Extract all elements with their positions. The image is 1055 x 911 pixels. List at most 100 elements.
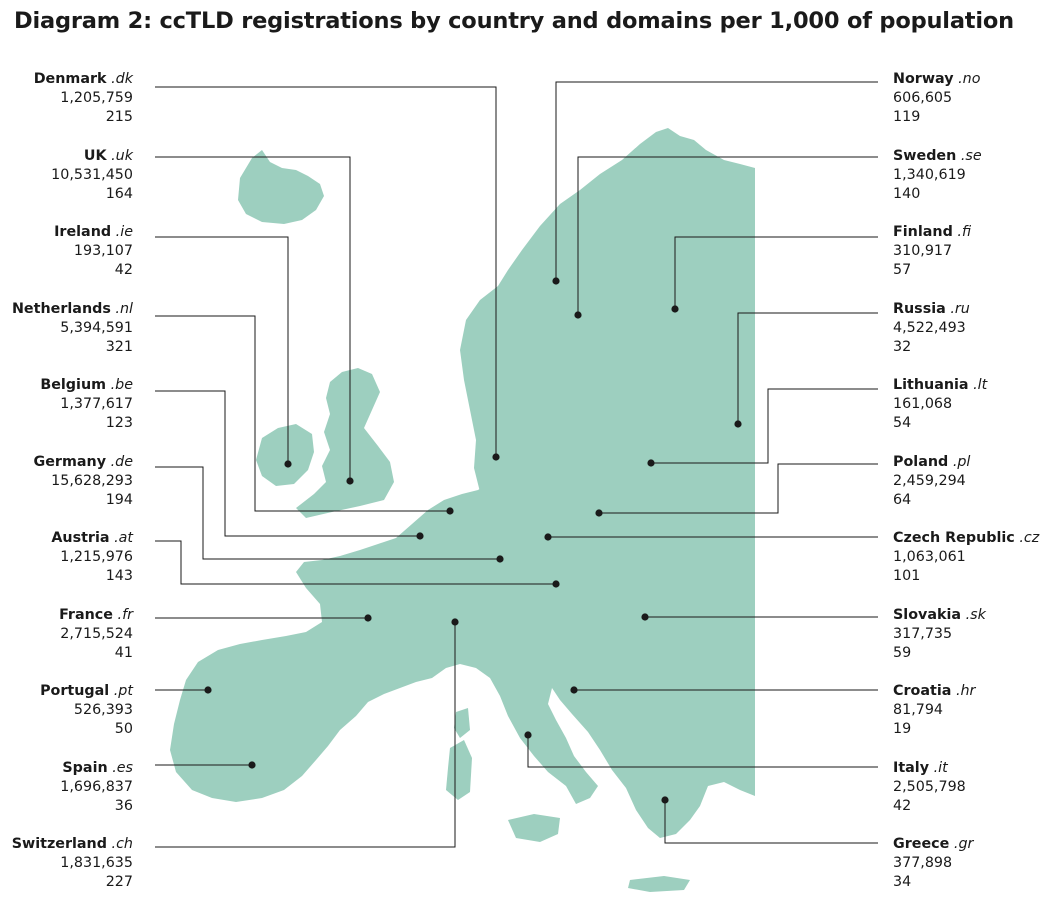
crete-landmass (628, 876, 690, 892)
registrations-count: 317,735 (893, 625, 953, 642)
leader-line-denmark (155, 86, 497, 457)
location-dot-poland (595, 509, 603, 517)
sardinia-landmass (446, 740, 472, 800)
domains-per-1000: 42 (893, 797, 912, 814)
country-tld: .cz (1019, 530, 1040, 546)
country-heading: Belgium .be (40, 376, 133, 395)
domains-per-1000: 227 (105, 874, 133, 890)
leader-line-netherlands (155, 315, 450, 512)
country-name: Russia (893, 300, 946, 317)
country-tld: .ie (115, 224, 133, 240)
country-name: Germany (33, 453, 107, 470)
registrations-count: 2,715,524 (60, 625, 133, 642)
country-name: Spain (62, 759, 108, 776)
leader-line-lithuania (651, 388, 878, 464)
country-label-france: France .fr 2,715,524 41 (59, 606, 133, 663)
country-label-belgium: Belgium .be 1,377,617 123 (40, 376, 133, 433)
location-dot-switzerland (451, 618, 459, 626)
country-tld: .at (114, 530, 133, 546)
country-name: Netherlands (11, 300, 111, 317)
country-tld: .fr (117, 606, 133, 623)
country-name: Portugal (40, 683, 110, 699)
country-label-austria: Austria .at 1,215,976 143 (51, 529, 133, 586)
country-label-czech-republic: Czech Republic .cz 1,063,061 101 (893, 529, 1039, 586)
domains-per-1000: 59 (893, 644, 912, 661)
registrations-count: 1,696,837 (60, 778, 133, 795)
country-heading: Ireland .ie (54, 223, 133, 242)
iceland-landmass (238, 150, 324, 224)
country-label-norway: Norway .no 606,605 119 (893, 70, 980, 127)
domains-per-1000: 34 (893, 874, 912, 890)
country-label-russia: Russia .ru 4,522,493 32 (893, 300, 970, 357)
country-label-slovakia: Slovakia .sk 317,735 59 (893, 606, 986, 663)
country-label-finland: Finland .fi 310,917 57 (893, 223, 971, 280)
registrations-count: 310,917 (893, 243, 953, 259)
country-tld: .dk (111, 71, 133, 87)
country-heading: Slovakia .sk (893, 606, 986, 625)
country-label-italy: Italy .it 2,505,798 42 (893, 759, 966, 816)
country-heading: UK .uk (51, 147, 133, 166)
country-name: Slovakia (893, 606, 962, 623)
country-tld: .no (958, 71, 981, 87)
country-heading: Italy .it (893, 759, 966, 778)
country-name: Denmark (33, 71, 107, 87)
leader-line-finland (674, 236, 878, 309)
country-tld: .it (933, 759, 948, 776)
leader-line-austria (155, 540, 556, 585)
location-dot-spain (248, 761, 256, 769)
country-heading: Germany .de (34, 453, 134, 472)
leader-line-belgium (155, 390, 420, 537)
country-heading: Sweden .se (893, 147, 982, 166)
location-dot-finland (671, 305, 679, 313)
country-label-germany: Germany .de 15,628,293 194 (34, 453, 134, 510)
country-heading: Croatia .hr (893, 682, 975, 701)
country-name: Greece (893, 836, 950, 852)
country-tld: .hr (955, 683, 976, 699)
country-tld: .sk (965, 606, 986, 623)
registrations-count: 81,794 (893, 702, 944, 718)
country-tld: .pl (952, 453, 971, 470)
country-name: Switzerland (11, 836, 107, 852)
location-dot-croatia (570, 686, 578, 694)
country-tld: .es (112, 759, 133, 776)
country-name: Poland (893, 453, 949, 470)
domains-per-1000: 140 (893, 185, 921, 202)
country-heading: France .fr (59, 606, 133, 625)
registrations-count: 1,205,759 (60, 90, 133, 106)
location-dot-norway (552, 277, 560, 285)
corsica-landmass (454, 708, 470, 738)
country-label-switzerland: Switzerland .ch 1,831,635 227 (12, 835, 133, 892)
domains-per-1000: 54 (893, 415, 912, 431)
location-dot-belgium (416, 532, 424, 540)
country-tld: .lt (973, 377, 988, 393)
location-dot-russia (734, 420, 742, 428)
great-britain-landmass (296, 368, 394, 518)
location-dot-ireland (284, 460, 292, 468)
registrations-count: 2,505,798 (893, 778, 966, 795)
country-heading: Netherlands .nl (12, 300, 133, 319)
domains-per-1000: 143 (105, 568, 133, 584)
location-dot-italy (524, 731, 532, 739)
registrations-count: 606,605 (893, 90, 953, 106)
registrations-count: 10,531,450 (51, 166, 133, 183)
leader-line-sweden (577, 156, 878, 315)
country-tld: .uk (111, 147, 133, 164)
domains-per-1000: 215 (105, 109, 133, 125)
registrations-count: 1,340,619 (893, 166, 966, 183)
domains-per-1000: 164 (105, 185, 133, 202)
registrations-count: 2,459,294 (893, 472, 966, 489)
country-heading: Norway .no (893, 70, 980, 89)
country-name: Belgium (40, 377, 107, 393)
country-heading: Austria .at (51, 529, 133, 548)
domains-per-1000: 32 (893, 338, 912, 355)
location-dot-lithuania (647, 459, 655, 467)
registrations-count: 1,215,976 (60, 549, 133, 565)
country-name: France (59, 606, 113, 623)
country-label-poland: Poland .pl 2,459,294 64 (893, 453, 970, 510)
registrations-count: 1,063,061 (893, 549, 966, 565)
domains-per-1000: 19 (893, 721, 912, 737)
leader-line-uk (155, 156, 351, 481)
leader-line-italy (527, 735, 878, 768)
domains-per-1000: 64 (893, 491, 912, 508)
location-dot-sweden (574, 311, 582, 319)
